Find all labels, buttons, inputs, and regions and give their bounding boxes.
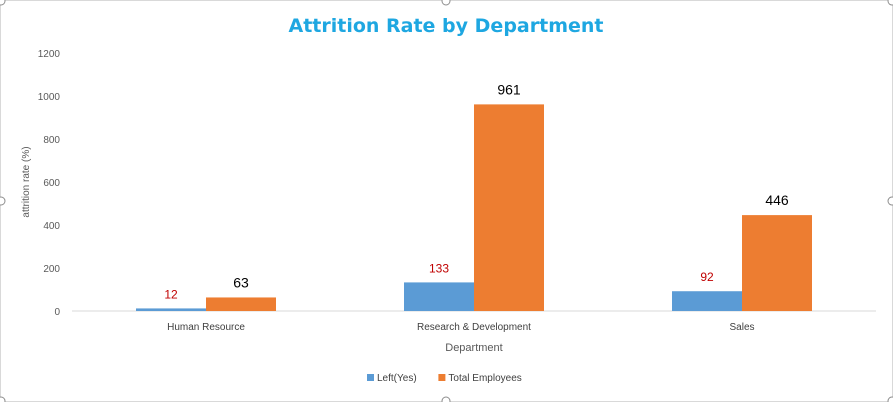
y-axis-ticks: 0 200 400 600 800 1000 1200 [38,49,61,318]
bar[interactable] [404,282,474,311]
y-axis-label: attrition rate (%) [21,146,32,217]
legend-swatch [367,374,374,381]
handle-top-right[interactable] [887,0,893,6]
data-label: 446 [765,192,789,208]
bar[interactable] [206,297,276,311]
y-tick-label: 200 [43,264,60,275]
legend-swatch [438,374,446,381]
bar[interactable] [672,291,742,311]
data-label: 12 [164,287,178,301]
y-tick-label: 1000 [38,92,61,103]
y-tick-label: 400 [43,221,60,232]
x-axis-ticks: Human Resource Research & Development Sale… [167,322,754,333]
data-label: 133 [429,261,449,275]
handle-top-center[interactable] [441,0,451,6]
chart-title: Attrition Rate by Department [288,15,603,37]
y-tick-label: 600 [43,178,60,189]
handle-middle-right[interactable] [887,196,893,206]
bar[interactable] [474,104,544,311]
y-tick-label: 800 [43,135,60,146]
legend: Left(Yes) Total Employees [367,373,522,384]
bars: 12 63 133 961 92 446 [136,81,812,311]
x-tick-label: Human Resource [167,322,245,333]
y-tick-label: 0 [54,307,60,318]
legend-entry: Left(Yes) [377,373,417,384]
x-tick-label: Sales [729,322,754,333]
handle-bottom-center[interactable] [441,396,451,406]
data-label: 92 [700,270,714,284]
data-label: 961 [497,81,521,97]
data-label: 63 [233,274,249,290]
handle-middle-left[interactable] [0,196,6,206]
bar[interactable] [136,308,206,311]
y-tick-label: 1200 [38,49,61,60]
bar[interactable] [742,215,812,311]
x-tick-label: Research & Development [417,322,531,333]
x-axis-label: Department [445,342,502,354]
handle-top-left[interactable] [0,0,6,6]
legend-entry: Total Employees [448,373,521,384]
